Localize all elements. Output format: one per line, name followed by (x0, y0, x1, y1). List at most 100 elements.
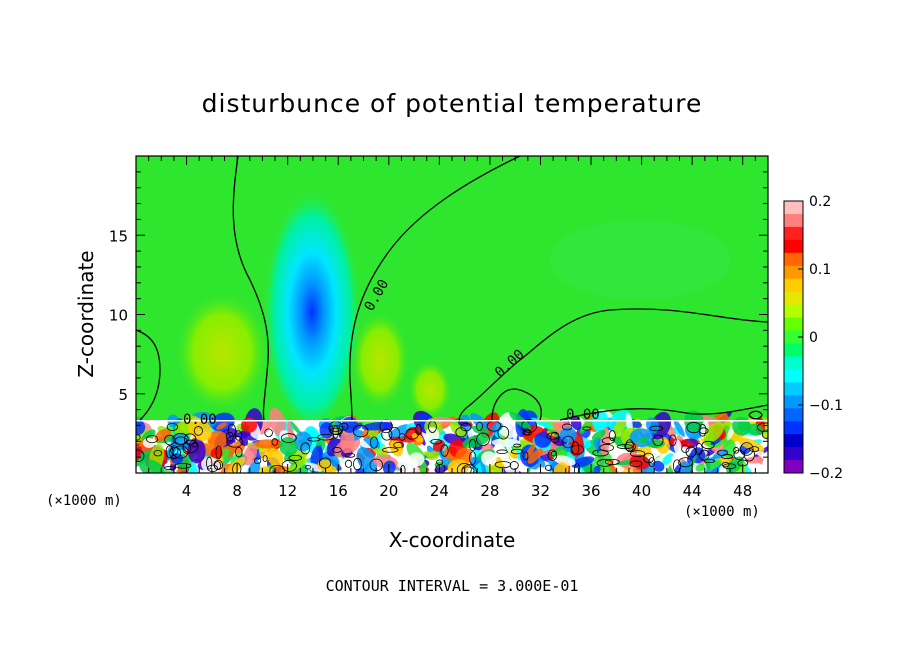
x-tick-label: 16 (329, 482, 348, 500)
colorbar-swatch (784, 343, 803, 357)
turbulence-contour (570, 444, 585, 455)
turbulence-blob (625, 412, 633, 433)
y-tick-label: 15 (109, 227, 128, 245)
turbulence-contour (226, 435, 244, 448)
turbulence-blob (190, 461, 198, 473)
turbulence-blob (491, 438, 521, 447)
turbulence-blob (712, 449, 729, 459)
colorbar-swatch (784, 252, 803, 267)
turbulence-contour (562, 435, 574, 449)
turbulence-contour (281, 459, 297, 472)
colorbar-swatch (784, 356, 803, 370)
contour-line (559, 404, 768, 421)
turbulence-contour (332, 447, 342, 453)
turbulence-blob (361, 422, 392, 431)
colorbar-swatch (784, 213, 803, 228)
x-tick-label: 32 (531, 482, 550, 500)
colorbar-tick-label: −0.2 (809, 466, 843, 482)
turbulence-blob (267, 448, 284, 467)
turbulence-contour (370, 436, 379, 449)
x-tick-label: 36 (581, 482, 600, 500)
colorbar-swatch (784, 201, 803, 215)
turbulence-contour (232, 462, 242, 473)
colorbar-swatch (784, 434, 803, 448)
turbulence-contour (652, 434, 664, 446)
turbulence-contour (703, 458, 716, 464)
turbulence-contour (317, 433, 334, 441)
turbulence-blob (745, 456, 764, 464)
turbulence-contour (608, 430, 616, 442)
turbulence-contour (494, 461, 512, 469)
turbulence-blob (142, 437, 156, 448)
cold-patch (550, 220, 730, 300)
turbulence-contour (522, 429, 533, 436)
turbulence-contour (574, 463, 580, 473)
colorbar: 0.2 0.1 0 −0.1 −0.2 (783, 194, 843, 482)
y-axis: 5 10 15 (109, 171, 768, 458)
turbulence-contour (510, 448, 524, 455)
turbulence-blob (258, 466, 273, 473)
colorbar-swatch (784, 278, 803, 293)
x-tick-label: 24 (430, 482, 449, 500)
turbulence-contour (388, 426, 401, 441)
x-tick-label: 48 (733, 482, 752, 500)
turbulence-blob (673, 426, 681, 436)
turbulence-blob (703, 421, 725, 444)
turbulence-contour (352, 424, 369, 438)
turbulence-contour (234, 430, 242, 441)
colorbar-swatch (784, 460, 803, 474)
colorbar-swatch (784, 239, 803, 254)
turbulence-blob (570, 415, 582, 431)
turbulence-contour (582, 426, 592, 431)
turbulence-blob (662, 453, 674, 465)
colorbar-swatch (784, 447, 803, 461)
contour-interval-note: CONTOUR INTERVAL = 3.000E-01 (326, 577, 579, 595)
contour-line (349, 156, 521, 421)
turbulence-contour (264, 428, 273, 438)
turbulence-contour (476, 432, 490, 446)
colorbar-swatch (784, 382, 803, 396)
x-tick-label: 4 (182, 482, 192, 500)
turbulence-blob (470, 413, 489, 431)
turbulence-contour (648, 457, 656, 468)
turbulence-blob (210, 447, 223, 460)
turbulence-blob (629, 442, 639, 453)
turbulence-blob (388, 424, 412, 440)
turbulence-blob (509, 460, 520, 473)
turbulence-contour (304, 465, 312, 470)
colorbar-swatch (784, 317, 803, 332)
turbulence-contour (681, 444, 690, 453)
turbulence-blob (490, 422, 503, 433)
colorbar-tick-label: 0.1 (809, 262, 831, 278)
colorbar-swatch (784, 369, 803, 383)
x-tick-label: 20 (379, 482, 398, 500)
turbulence-contour (678, 457, 693, 468)
turbulence-contour (435, 464, 446, 473)
turbulence-contour (206, 456, 213, 470)
turbulence-blob (732, 416, 752, 436)
turbulence-contour (215, 445, 222, 459)
colorbar-swatch (784, 395, 803, 409)
turbulence-contour (225, 431, 234, 442)
turbulence-blob (411, 432, 424, 443)
turbulence-blob (613, 419, 626, 435)
contour-line (136, 329, 161, 421)
contour-line (232, 156, 269, 421)
turbulence-contour (338, 422, 349, 431)
turbulence-contour (344, 459, 353, 468)
turbulence-contour (164, 434, 176, 446)
turbulence-contour (136, 449, 145, 463)
turbulence-blob (673, 419, 685, 437)
turbulence-blob (243, 444, 258, 466)
turbulence-blob (527, 448, 543, 464)
turbulence-contour (153, 449, 163, 457)
warm-patch (350, 310, 410, 410)
colorbar-swatch (784, 304, 803, 319)
turbulence-contour (213, 459, 224, 470)
turbulence-contour (183, 433, 197, 446)
turbulence-contour (601, 437, 615, 445)
turbulence-blob (287, 419, 303, 437)
turbulence-contour (749, 446, 760, 453)
turbulence-contour (497, 425, 510, 440)
